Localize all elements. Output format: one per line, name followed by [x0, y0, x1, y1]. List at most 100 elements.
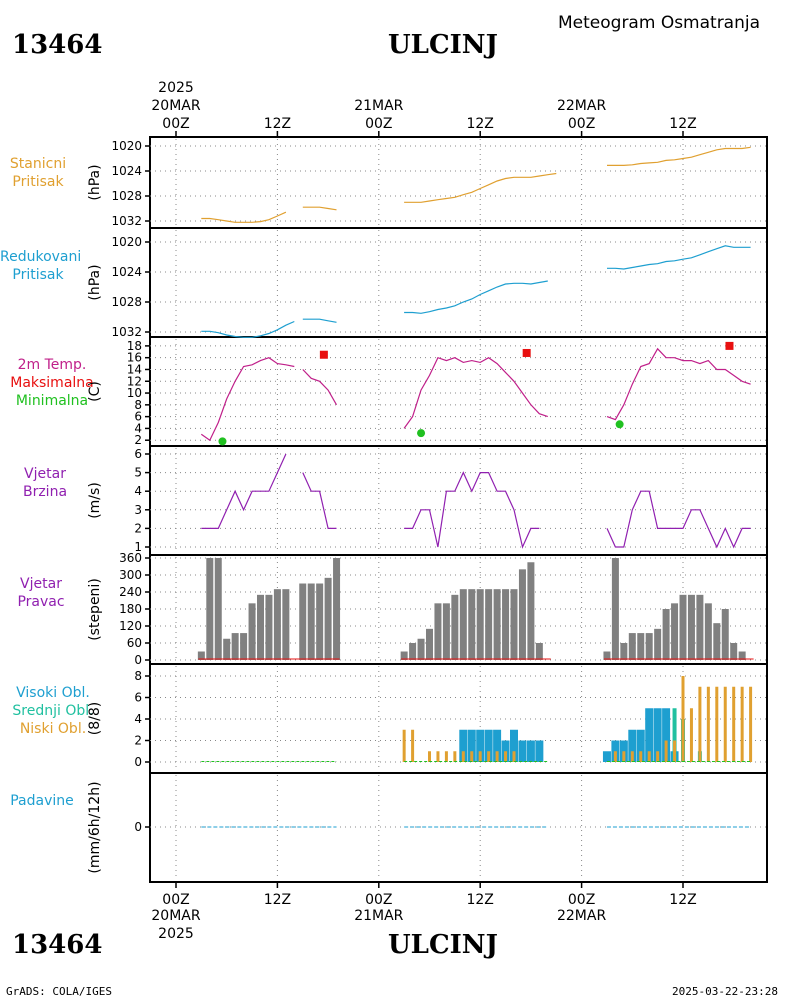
wind_speed-line-segment [404, 471, 540, 549]
cloud-high-bar [653, 708, 662, 762]
cloud-low-bar [487, 751, 491, 762]
temp-min-marker [417, 429, 426, 438]
wind-direction-bar [214, 558, 222, 660]
cloud-low-bar [732, 686, 736, 762]
wind-direction-bar [527, 562, 535, 660]
y-tick-label: 10 [127, 386, 142, 400]
y-tick-label: 360 [119, 551, 142, 565]
x-tick-label-bottom: 12Z [466, 892, 493, 908]
x-tick-label-bottom: 12Z [264, 892, 291, 908]
wind-direction-bar [620, 643, 628, 660]
y-tick-label: 60 [127, 636, 142, 650]
y-tick-label: 0 [134, 820, 142, 834]
wind-direction-bar [485, 589, 493, 660]
temperature-label: 2m Temp. Maksimalna Minimalna [10, 357, 94, 409]
cloud-high-bar [510, 729, 518, 762]
y-tick-label: 8 [134, 398, 142, 412]
y-tick-label: 240 [119, 585, 142, 599]
x-tick-label-top: 12Z [669, 116, 696, 132]
meteogram-title: Meteogram Osmatranja [558, 13, 761, 33]
temp-min-marker [218, 437, 227, 446]
temperature-line-segment [606, 347, 751, 421]
temperature-line-segment [200, 357, 295, 442]
x-tick-label-top: 00Z [568, 116, 595, 132]
cloud-low-bar [470, 751, 474, 762]
wind-direction-bar [223, 638, 231, 660]
x-day-label-top: 22MAR [557, 98, 606, 114]
wind-direction-bar [468, 589, 476, 660]
cloud-low-bar [681, 676, 685, 762]
y-tick-label: 0 [134, 653, 142, 667]
wind-direction-bar [713, 623, 721, 660]
y-tick-label: 1020 [111, 235, 142, 249]
wind-direction-bar [611, 558, 619, 660]
y-tick-label: 4 [134, 421, 142, 435]
x-tick-label-top: 12Z [466, 116, 493, 132]
x-year-label-top: 2025 [158, 80, 194, 96]
temp-max-marker [522, 348, 531, 357]
cloud-low-bar [706, 686, 710, 762]
reduced_pressure-line-segment [404, 280, 548, 314]
wind-direction-bar [400, 651, 408, 660]
cloud-low-bar [444, 751, 448, 762]
wind-direction-bar [248, 603, 256, 660]
cloud-low-bar [622, 751, 626, 762]
station_pressure-line-segment [607, 146, 751, 166]
cloud-high-bar [526, 740, 535, 762]
cloud-mid-bar [672, 708, 677, 762]
wind-direction-bar [696, 594, 704, 660]
wind-direction-bar [197, 651, 205, 660]
temp-min-marker [615, 420, 624, 429]
station_pressure-line-segment [302, 206, 337, 211]
y-axis-unit-label: (hPa) [87, 264, 103, 300]
wind-direction-bar [417, 638, 425, 660]
y-tick-label: 0 [134, 755, 142, 769]
cloud-low-bar [461, 751, 465, 762]
y-axis-unit-label: (stepeni) [87, 578, 103, 641]
y-tick-label: 1032 [111, 325, 142, 339]
y-tick-label: 1028 [111, 189, 142, 203]
city-title: ULCINJ [388, 30, 498, 60]
wind-direction-bar [637, 633, 645, 660]
wind-direction-bar [679, 594, 687, 660]
y-tick-label: 2 [134, 734, 142, 748]
x-tick-label-bottom: 12Z [669, 892, 696, 908]
wind-direction-bar [662, 609, 670, 660]
y-tick-label: 14 [127, 362, 142, 376]
y-axis-unit-label: (8/8) [87, 702, 103, 735]
wind-direction-bar [535, 643, 543, 660]
y-axis-unit-label: (m/s) [87, 482, 103, 519]
wind-direction-bar [730, 643, 738, 660]
cloud-low-bar [664, 740, 668, 762]
cloud-low-bar [723, 686, 727, 762]
station_pressure-line-segment [201, 211, 287, 223]
cloud-low-bar [715, 686, 719, 762]
panel-frame-wind_speed [149, 445, 768, 556]
x-tick-label-bottom: 00Z [568, 892, 595, 908]
y-tick-label: 1024 [111, 265, 142, 279]
wind-direction-bar [687, 594, 695, 660]
clouds-label: Visoki Obl. Srednji Obl. Niski Obl. [12, 685, 94, 737]
cloud-high-bar [645, 708, 654, 762]
y-tick-label: 1028 [111, 295, 142, 309]
reduced_pressure-line-segment [201, 320, 295, 338]
y-tick-label: 4 [134, 712, 142, 726]
x-tick-label-top: 00Z [162, 116, 189, 132]
cloud-low-bar [428, 751, 431, 762]
wind-direction-bar [434, 603, 442, 660]
wind-direction-label: Vjetar Pravac [17, 576, 65, 610]
wind-direction-bar [510, 589, 518, 660]
y-tick-label: 6 [134, 691, 142, 705]
footer-timestamp: 2025-03-22-23:28 [672, 985, 778, 998]
x-year-label-bottom: 2025 [158, 926, 194, 942]
station-id: 13464 [12, 30, 103, 60]
cloud-low-bar [436, 751, 440, 762]
cloud-high-bar [628, 729, 637, 762]
cloud-high-bar [467, 729, 476, 762]
panel-frame-station_pressure [149, 136, 768, 229]
cloud-high-bar [459, 729, 468, 762]
y-tick-label: 5 [134, 466, 142, 480]
wind-direction-bar [442, 603, 450, 660]
cloud-low-bar [411, 729, 415, 762]
x-day-label-top: 21MAR [354, 98, 403, 114]
